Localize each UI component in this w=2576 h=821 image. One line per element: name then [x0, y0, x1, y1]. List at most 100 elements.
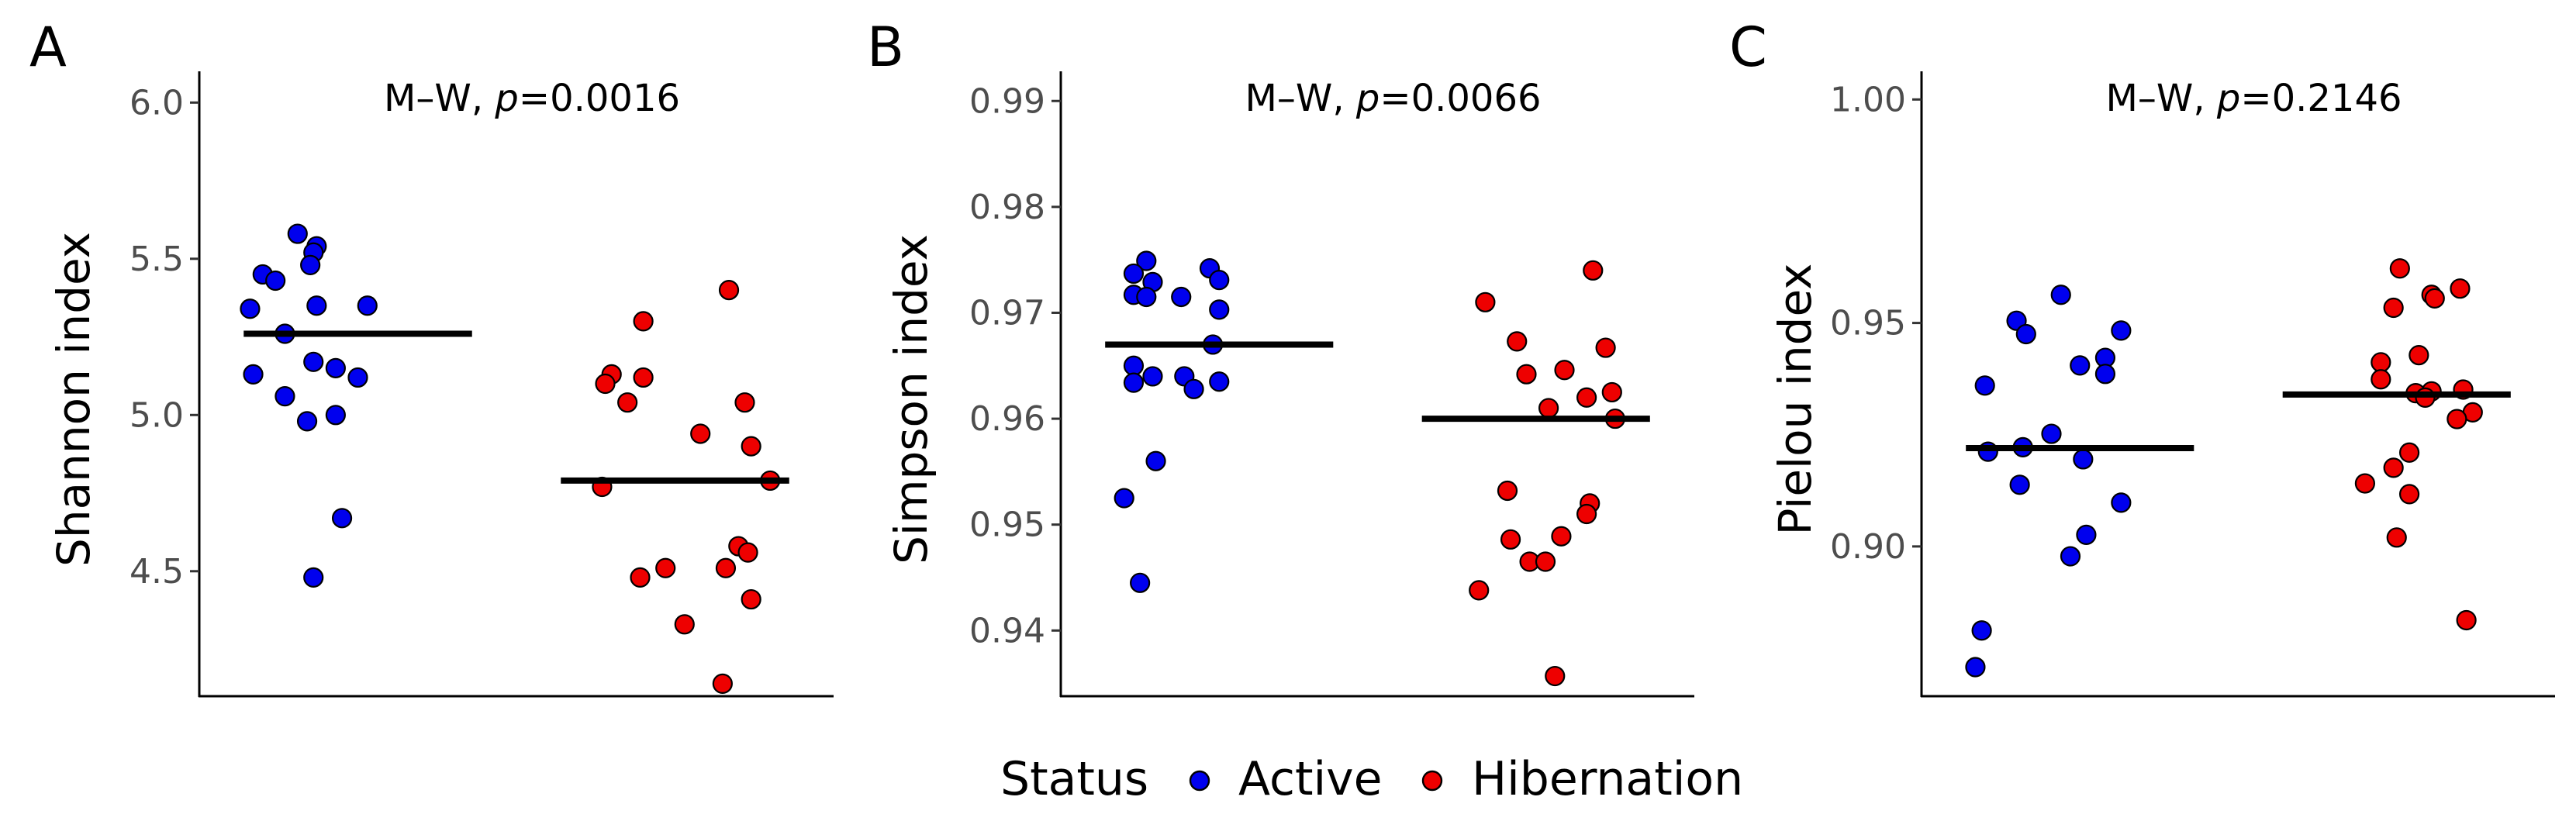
data-point-active — [1123, 372, 1145, 393]
y-tick-label: 0.98 — [969, 188, 1045, 227]
stat-annotation: M–W, p=0.0016 — [384, 77, 680, 120]
stat-annotation: M–W, p=0.2146 — [2105, 77, 2402, 120]
panel-label: C — [1729, 16, 1767, 79]
data-point-hibernation — [1500, 529, 1521, 550]
data-point-hibernation — [1576, 387, 1597, 408]
y-tick-label: 0.99 — [969, 81, 1045, 121]
data-point-hibernation — [1583, 260, 1604, 281]
data-point-active — [2041, 423, 2062, 444]
data-point-active — [1145, 450, 1166, 471]
data-point-hibernation — [734, 392, 755, 413]
panel-label: A — [29, 16, 67, 79]
data-point-active — [300, 254, 321, 275]
legend-marker-hibernation — [1421, 770, 1443, 792]
stat-test-name: M–W, — [2105, 77, 2216, 120]
data-point-active — [2015, 323, 2036, 345]
data-point-hibernation — [718, 280, 740, 301]
data-point-hibernation — [1535, 551, 1556, 572]
stat-test-name: M–W, — [1245, 77, 1355, 120]
y-tick-label: 0.95 — [969, 505, 1045, 545]
data-point-active — [265, 270, 286, 291]
data-point-active — [347, 367, 368, 388]
y-tick-label: 0.97 — [969, 293, 1045, 333]
data-point-hibernation — [1475, 291, 1496, 312]
data-point-active — [1183, 378, 1204, 399]
legend: Status Active Hibernation — [1000, 752, 1743, 806]
panel-a: 4.5 5.0 5.5 6.0 Shannon index A M–W, p=0.0016 — [29, 16, 834, 698]
data-point-hibernation — [2371, 369, 2391, 390]
data-point-active — [1209, 299, 1230, 320]
data-point-hibernation — [2371, 352, 2391, 373]
data-point-active — [1142, 366, 1163, 387]
data-point-active — [1171, 286, 1192, 308]
data-point-active — [1965, 657, 1986, 678]
data-point-hibernation — [1538, 398, 1559, 419]
data-point-hibernation — [1469, 580, 1490, 601]
legend-title: Status — [1000, 752, 1148, 806]
data-point-active — [1123, 355, 1145, 376]
data-point-active — [1971, 620, 1992, 641]
data-point-hibernation — [690, 423, 711, 444]
y-tick-label: 1.00 — [1830, 80, 1906, 119]
data-point-hibernation — [595, 373, 616, 395]
data-point-hibernation — [1545, 665, 1566, 687]
data-point-hibernation — [2398, 442, 2420, 463]
stat-p-value: =0.0066 — [1380, 77, 1541, 120]
stat-p-value: =0.0016 — [519, 77, 680, 120]
data-point-active — [1130, 572, 1151, 593]
panel-c: 0.90 0.95 1.00 Pielou index C M–W, p=0.2146 — [1729, 16, 2555, 698]
y-tick-label: 0.94 — [969, 611, 1045, 650]
data-point-active — [1209, 371, 1230, 392]
data-point-hibernation — [633, 311, 654, 332]
data-point-hibernation — [2456, 609, 2477, 631]
data-point-hibernation — [655, 557, 676, 578]
y-tick-label: 0.96 — [969, 399, 1045, 439]
data-point-hibernation — [1497, 480, 1518, 502]
stat-p-symbol: p — [2216, 77, 2240, 120]
stat-p-value: =0.2146 — [2240, 77, 2402, 120]
data-point-active — [331, 508, 353, 529]
data-point-hibernation — [2383, 457, 2404, 478]
data-point-hibernation — [2354, 473, 2375, 494]
data-point-hibernation — [1576, 503, 1597, 525]
data-point-hibernation — [674, 614, 695, 635]
data-point-hibernation — [1554, 360, 1575, 381]
data-point-hibernation — [2386, 527, 2407, 548]
y-axis-title: Simpson index — [885, 234, 938, 564]
data-point-hibernation — [630, 567, 651, 588]
y-tick-label: 5.5 — [129, 240, 184, 279]
stat-annotation: M–W, p=0.0066 — [1245, 77, 1541, 120]
data-point-hibernation — [2383, 297, 2404, 319]
stat-p-symbol: p — [1355, 77, 1380, 120]
y-axis-title: Pielou index — [1769, 264, 1822, 536]
panel-b: 0.94 0.95 0.96 0.97 0.98 0.99 Simpson index B M–… — [867, 16, 1694, 698]
data-point-hibernation — [617, 392, 638, 413]
data-point-active — [1114, 488, 1134, 509]
data-point-active — [306, 295, 327, 316]
data-point-hibernation — [2398, 484, 2420, 505]
data-point-active — [275, 386, 295, 407]
data-point-active — [325, 357, 346, 378]
stat-p-symbol: p — [494, 77, 518, 120]
data-point-active — [1123, 263, 1145, 285]
y-tick-label: 4.5 — [129, 552, 184, 592]
legend-marker-active — [1189, 770, 1210, 792]
data-point-hibernation — [2450, 278, 2471, 299]
data-point-active — [303, 567, 324, 588]
data-point-active — [287, 223, 308, 244]
y-axis-title: Shannon index — [47, 232, 100, 567]
data-point-active — [1136, 250, 1157, 271]
data-point-hibernation — [737, 542, 758, 563]
data-point-hibernation — [741, 436, 761, 457]
data-point-active — [303, 351, 324, 372]
y-tick-label: 5.0 — [129, 395, 184, 435]
data-point-active — [2050, 285, 2071, 305]
data-point-active — [325, 405, 346, 426]
data-point-active — [243, 364, 264, 385]
data-point-hibernation — [1551, 526, 1572, 547]
data-point-hibernation — [2415, 387, 2436, 408]
data-point-hibernation — [1595, 337, 1616, 358]
y-tick-label: 0.90 — [1830, 527, 1906, 567]
data-point-active — [357, 295, 378, 316]
